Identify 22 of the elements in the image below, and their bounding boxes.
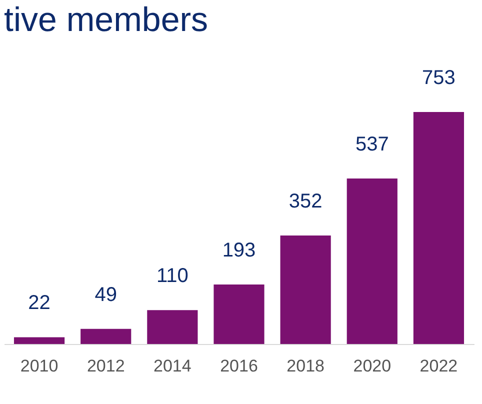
data-label: 753 (422, 67, 456, 89)
x-tick-label: 2010 (20, 356, 58, 376)
x-tick-label: 2016 (220, 356, 258, 376)
bar (80, 328, 132, 344)
bar (280, 236, 331, 344)
data-label: 537 (355, 134, 389, 156)
data-label: 352 (288, 190, 322, 213)
x-tick-label: 2020 (353, 356, 392, 376)
data-label: 193 (222, 240, 256, 262)
bar (214, 284, 264, 344)
bar (346, 178, 398, 344)
x-tick-label: 2014 (154, 356, 192, 376)
x-tick-label: 2012 (86, 356, 125, 376)
data-label: 22 (28, 292, 50, 314)
data-label: 110 (156, 265, 188, 288)
bar (14, 337, 65, 344)
x-tick-label: 2018 (286, 356, 324, 376)
data-label: 49 (94, 284, 117, 306)
chart-title: tive members (4, 1, 208, 39)
bar (413, 112, 464, 344)
bar (147, 310, 198, 344)
x-tick-label: 2022 (420, 356, 458, 376)
